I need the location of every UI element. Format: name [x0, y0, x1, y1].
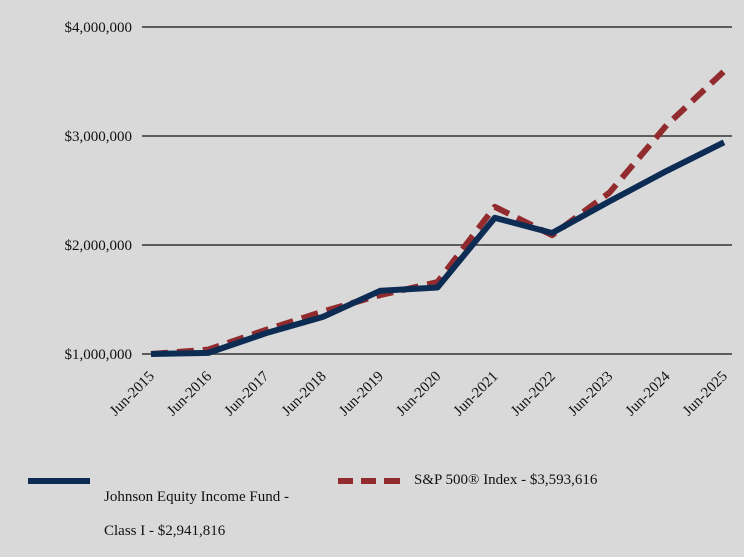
legend-label-fund: Johnson Equity Income Fund - Class I - $…	[104, 472, 289, 557]
legend-swatch-index	[338, 476, 400, 486]
legend-label-index: S&P 500® Index - $3,593,616	[414, 472, 598, 488]
x-tick-label: Jun-2021	[451, 369, 502, 420]
chart: $1,000,000 $2,000,000 $3,000,000 $4,000,000…	[0, 20, 744, 539]
legend-item-index: S&P 500® Index - $3,593,616	[338, 472, 597, 489]
x-tick-label: Jun-2020	[394, 369, 445, 420]
line-chart: $1,000,000 $2,000,000 $3,000,000 $4,000,000…	[65, 20, 732, 419]
legend-item-fund: Johnson Equity Income Fund - Class I - $…	[28, 472, 289, 557]
y-tick-label: $4,000,000	[65, 20, 133, 36]
x-tick-label: Jun-2015	[107, 369, 158, 420]
x-tick-label: Jun-2022	[508, 369, 559, 420]
gridlines	[142, 26, 732, 355]
y-axis-ticks: $1,000,000 $2,000,000 $3,000,000 $4,000,000	[65, 20, 133, 363]
series-lines	[150, 69, 727, 357]
y-tick-label: $1,000,000	[65, 347, 133, 363]
x-tick-label: Jun-2024	[623, 368, 674, 419]
legend-swatch-fund	[28, 476, 90, 486]
x-tick-label: Jun-2016	[164, 368, 215, 419]
x-axis-ticks: Jun-2015 Jun-2016 Jun-2017 Jun-2018 Jun-2019…	[107, 368, 731, 419]
x-tick-label: Jun-2019	[336, 369, 387, 420]
y-tick-label: $2,000,000	[65, 238, 133, 254]
legend: Johnson Equity Income Fund - Class I - $…	[0, 472, 744, 539]
legend-label-fund-line-1: Johnson Equity Income Fund -	[104, 489, 289, 505]
y-tick-label: $3,000,000	[65, 129, 133, 145]
x-tick-label: Jun-2017	[222, 368, 273, 419]
x-tick-label: Jun-2018	[279, 369, 330, 420]
x-tick-label: Jun-2025	[680, 369, 731, 420]
series-line-index	[150, 69, 727, 357]
x-tick-label: Jun-2023	[565, 369, 616, 420]
series-line-fund	[150, 139, 726, 357]
legend-label-fund-line-2: Class I - $2,941,816	[104, 523, 226, 539]
